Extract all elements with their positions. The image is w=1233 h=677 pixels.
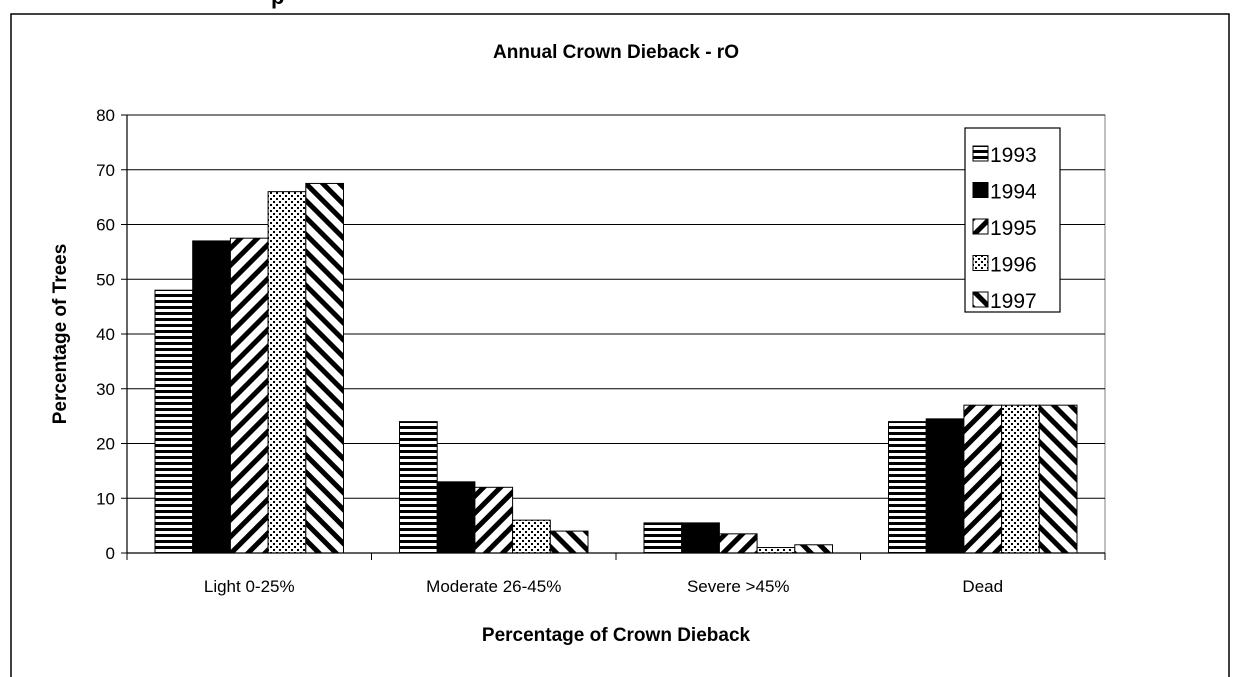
y-tick-label: 20 bbox=[96, 435, 115, 454]
bar-1995-2 bbox=[718, 533, 758, 554]
bar-1994-3 bbox=[925, 418, 965, 554]
y-tick-label: 60 bbox=[96, 216, 115, 235]
bar-1995-0 bbox=[229, 237, 269, 554]
header-fragment: p bbox=[271, 0, 284, 9]
legend-swatch bbox=[972, 291, 989, 308]
chart-frame bbox=[10, 13, 1230, 677]
legend-label: 1995 bbox=[990, 217, 1037, 240]
y-tick-label: 30 bbox=[96, 380, 115, 399]
legend-label: 1994 bbox=[990, 181, 1037, 204]
bar-1997-3 bbox=[1038, 404, 1078, 554]
bar-1995-1 bbox=[474, 486, 514, 554]
legend-swatch bbox=[972, 182, 989, 198]
x-axis-ticks: Light 0-25% Moderate 26-45% Severe >45% Dea… bbox=[126, 553, 1106, 596]
category-label: Moderate 26-45% bbox=[426, 577, 561, 596]
legend-swatch bbox=[972, 255, 989, 271]
bar-1997-0 bbox=[305, 182, 344, 554]
x-axis-title: Percentage of Crown Dieback bbox=[482, 625, 751, 646]
legend-swatch bbox=[972, 218, 989, 235]
bar-1994-0 bbox=[192, 240, 231, 554]
legend: 1993 1994 1995 1996 1997 bbox=[964, 127, 1061, 313]
y-tick-label: 0 bbox=[106, 544, 115, 563]
bar-group bbox=[154, 182, 1078, 554]
y-tick-label: 40 bbox=[96, 325, 115, 344]
legend-swatch bbox=[972, 145, 989, 162]
bar-1993-1 bbox=[399, 421, 438, 554]
category-label: Light 0-25% bbox=[204, 577, 295, 596]
bar-1993-0 bbox=[154, 289, 194, 554]
bar-1996-2 bbox=[756, 547, 796, 554]
y-tick-label: 70 bbox=[96, 161, 115, 180]
category-label: Severe >45% bbox=[687, 577, 790, 596]
y-tick-label: 10 bbox=[96, 489, 115, 508]
legend-label: 1993 bbox=[990, 144, 1037, 167]
legend-label: 1997 bbox=[990, 290, 1037, 313]
y-tick-label: 50 bbox=[96, 270, 115, 289]
bar-1996-0 bbox=[267, 191, 307, 554]
y-axis-title: Percentage of Trees bbox=[50, 244, 71, 425]
bar-1996-1 bbox=[512, 519, 551, 554]
y-axis-ticks: 0 10 20 30 40 50 60 70 80 bbox=[96, 106, 127, 563]
chart-title: Annual Crown Dieback - rO bbox=[493, 42, 739, 63]
bar-1993-3 bbox=[888, 421, 927, 554]
bar-1995-3 bbox=[963, 404, 1003, 554]
bar-1997-1 bbox=[549, 530, 589, 554]
category-label: Dead bbox=[962, 577, 1003, 596]
legend-label: 1996 bbox=[990, 254, 1037, 277]
bar-1997-2 bbox=[794, 544, 833, 554]
bar-1996-3 bbox=[1001, 404, 1040, 554]
y-tick-label: 80 bbox=[96, 106, 115, 125]
bar-1994-1 bbox=[436, 481, 476, 554]
bar-1993-2 bbox=[643, 522, 683, 554]
bar-1994-2 bbox=[681, 522, 720, 554]
